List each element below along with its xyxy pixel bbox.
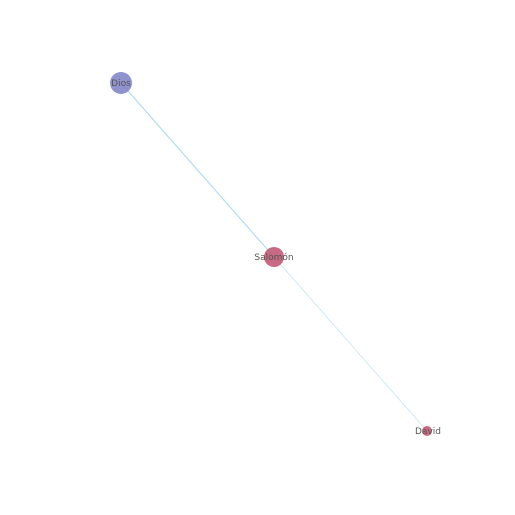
nodes-layer: Dios Salomón David [110,72,441,437]
node-david[interactable]: David [415,426,441,437]
node-salomon-label: Salomón [254,252,293,263]
node-salomon-circle[interactable] [264,247,284,267]
node-dios-circle[interactable] [110,72,132,94]
node-david-circle[interactable] [422,426,432,436]
node-david-label: David [415,427,441,437]
edge-dios-salomon [120,82,275,258]
edge-salomon-david [273,256,428,432]
node-dios[interactable]: Dios [110,72,132,94]
edges-layer [120,82,428,432]
node-salomon[interactable]: Salomón [254,247,294,267]
node-dios-label: Dios [111,79,131,89]
